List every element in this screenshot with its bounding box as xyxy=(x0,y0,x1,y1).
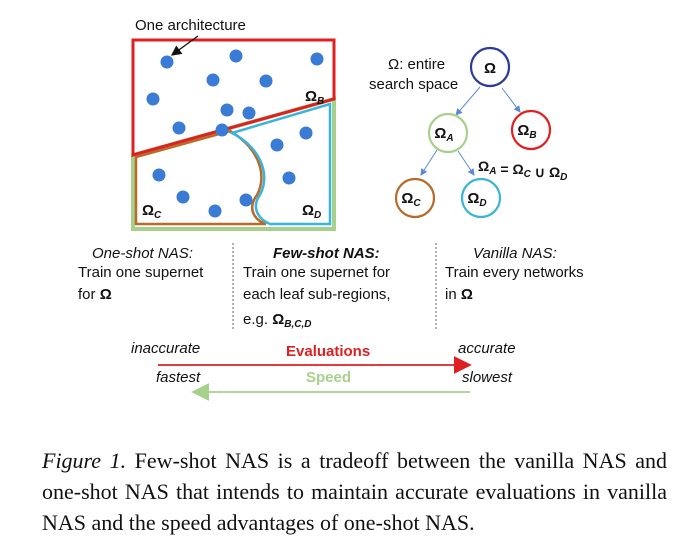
architecture-dot xyxy=(176,190,190,204)
tree-edge-a-c xyxy=(420,149,438,176)
svg-text:ΩC: ΩC xyxy=(401,190,421,209)
figure-label: Figure 1. xyxy=(42,448,127,473)
svg-text:ΩB: ΩB xyxy=(517,122,536,141)
root-caption-line-1: Ω: entire xyxy=(388,56,445,73)
architecture-pointer-arrow xyxy=(170,35,199,56)
figure-caption: Figure 1. Few-shot NAS is a tradeoff bet… xyxy=(42,445,667,538)
tree-node-a: ΩA xyxy=(427,112,469,154)
architecture-dot xyxy=(220,103,234,117)
few-shot-title: Few-shot NAS: xyxy=(273,245,380,262)
architecture-dot xyxy=(172,121,186,135)
region-b-outline xyxy=(131,38,336,157)
vanilla-line-1: Train every networks xyxy=(445,264,584,281)
search-space-box: ΩB ΩC ΩD xyxy=(131,38,336,231)
architecture-dot xyxy=(208,204,222,218)
architecture-dot xyxy=(206,73,220,87)
region-b-label: ΩB xyxy=(305,88,324,107)
architecture-label: One architecture xyxy=(135,17,246,34)
few-shot-line-2: each leaf sub-regions, xyxy=(243,286,391,303)
method-descriptions: One-shot NAS: Train one supernet for Ω F… xyxy=(78,243,584,330)
svg-text:ΩA: ΩA xyxy=(434,125,453,144)
figure-caption-text: Few-shot NAS is a tradeoff between the v… xyxy=(42,448,668,535)
region-d-outline xyxy=(228,102,332,226)
tree-node-c: ΩC xyxy=(394,177,436,219)
architecture-dots xyxy=(146,49,324,218)
architecture-dot xyxy=(270,138,284,152)
architecture-dot xyxy=(259,74,273,88)
one-shot-line-2: for Ω xyxy=(78,286,112,303)
vanilla-title: Vanilla NAS: xyxy=(473,245,557,262)
tree-node-d: ΩD xyxy=(460,177,502,219)
vanilla-line-2: in Ω xyxy=(445,286,473,303)
tree-edge-a-d xyxy=(457,150,475,176)
architecture-dot xyxy=(229,49,243,63)
one-shot-title: One-shot NAS: xyxy=(92,245,193,262)
architecture-dot xyxy=(152,168,166,182)
few-shot-line-3: e.g. ΩB,C,D xyxy=(243,311,311,330)
architecture-dot xyxy=(239,193,253,207)
tree-edge-root-a xyxy=(455,86,481,116)
region-c-label: ΩC xyxy=(142,202,162,221)
search-space-tree: Ω: entire search space Ω ΩA ΩB ΩC ΩD ΩA … xyxy=(369,46,567,219)
scale-evaluations-label: Evaluations xyxy=(286,343,370,360)
root-caption-line-2: search space xyxy=(369,76,458,93)
architecture-dot xyxy=(160,55,174,69)
region-d-label: ΩD xyxy=(302,202,321,221)
tree-edge-root-b xyxy=(501,87,521,113)
tree-equation: ΩA = ΩC ∪ ΩD xyxy=(478,158,567,183)
few-shot-line-1: Train one supernet for xyxy=(243,264,390,281)
nas-diagram: ΩB ΩC ΩD One architecture Ω: entire sear… xyxy=(78,17,584,401)
one-shot-line-1: Train one supernet xyxy=(78,264,204,281)
svg-text:ΩD: ΩD xyxy=(467,190,486,209)
architecture-dot xyxy=(215,123,229,137)
scale-speed-label: Speed xyxy=(306,369,351,386)
tree-node-root: Ω xyxy=(469,46,511,88)
architecture-dot xyxy=(310,52,324,66)
architecture-dot xyxy=(146,92,160,106)
scale-accurate-label: accurate xyxy=(458,340,516,357)
svg-text:Ω: Ω xyxy=(484,60,496,77)
scale-slowest-label: slowest xyxy=(462,369,513,386)
scale-fastest-label: fastest xyxy=(156,369,201,386)
tradeoff-scales: inaccurate Evaluations accurate fastest … xyxy=(131,340,516,401)
scale-inaccurate-label: inaccurate xyxy=(131,340,200,357)
architecture-dot xyxy=(242,106,256,120)
architecture-dot xyxy=(282,171,296,185)
tree-node-b: ΩB xyxy=(510,109,552,151)
architecture-dot xyxy=(299,126,313,140)
